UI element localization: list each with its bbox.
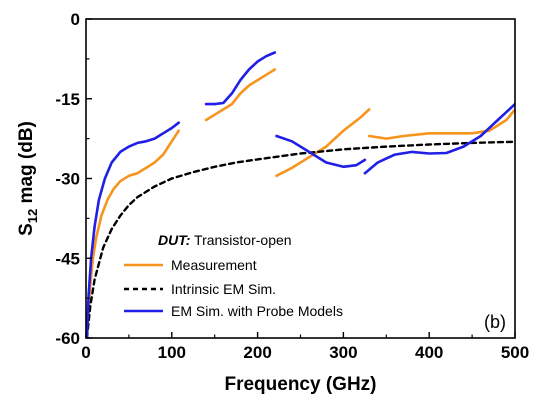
x-tick-label-3: 300 xyxy=(329,343,357,362)
x-tick-label-5: 500 xyxy=(501,343,529,362)
y-tick-label-3: -45 xyxy=(55,249,80,268)
y-tick-label-4: -60 xyxy=(55,329,80,348)
x-tick-label-2: 200 xyxy=(243,343,271,362)
axes: 0 100 200 300 400 500 0 -15 -30 -45 -60 Frequency (… xyxy=(16,10,529,395)
series-0-segment-0 xyxy=(86,129,180,338)
series-2-segment-2 xyxy=(275,134,367,169)
legend-label-1: Intrinsic EM Sim. xyxy=(171,281,276,297)
y-axis-title: S12 mag (dB) xyxy=(16,121,40,236)
series-1-segment-0 xyxy=(86,140,515,338)
legend-label-2: EM Sim. with Probe Models xyxy=(171,303,343,319)
series-0-segment-1 xyxy=(204,68,277,122)
series-2-segment-0 xyxy=(86,121,180,338)
series-2-segment-1 xyxy=(204,51,277,106)
x-tick-label-0: 0 xyxy=(81,343,90,362)
series-0-segment-2 xyxy=(275,108,371,178)
x-tick-label-4: 400 xyxy=(415,343,443,362)
series-2-segment-3 xyxy=(363,102,515,175)
plot-frame xyxy=(85,18,516,339)
plot-area xyxy=(86,51,515,338)
legend-label-0: Measurement xyxy=(171,257,257,273)
y-tick-label-1: -15 xyxy=(55,90,80,109)
series-0-segment-3 xyxy=(367,108,515,140)
y-tick-label-2: -30 xyxy=(55,170,80,189)
dut-annotation: DUT: Transistor-open xyxy=(158,232,292,248)
x-tick-label-1: 100 xyxy=(158,343,186,362)
legend: DUT: Transistor-open Measurement Intrinsic… xyxy=(124,232,506,332)
panel-label: (b) xyxy=(484,312,506,332)
x-axis-title: Frequency (GHz) xyxy=(224,374,376,395)
y-tick-label-0: 0 xyxy=(71,10,80,29)
